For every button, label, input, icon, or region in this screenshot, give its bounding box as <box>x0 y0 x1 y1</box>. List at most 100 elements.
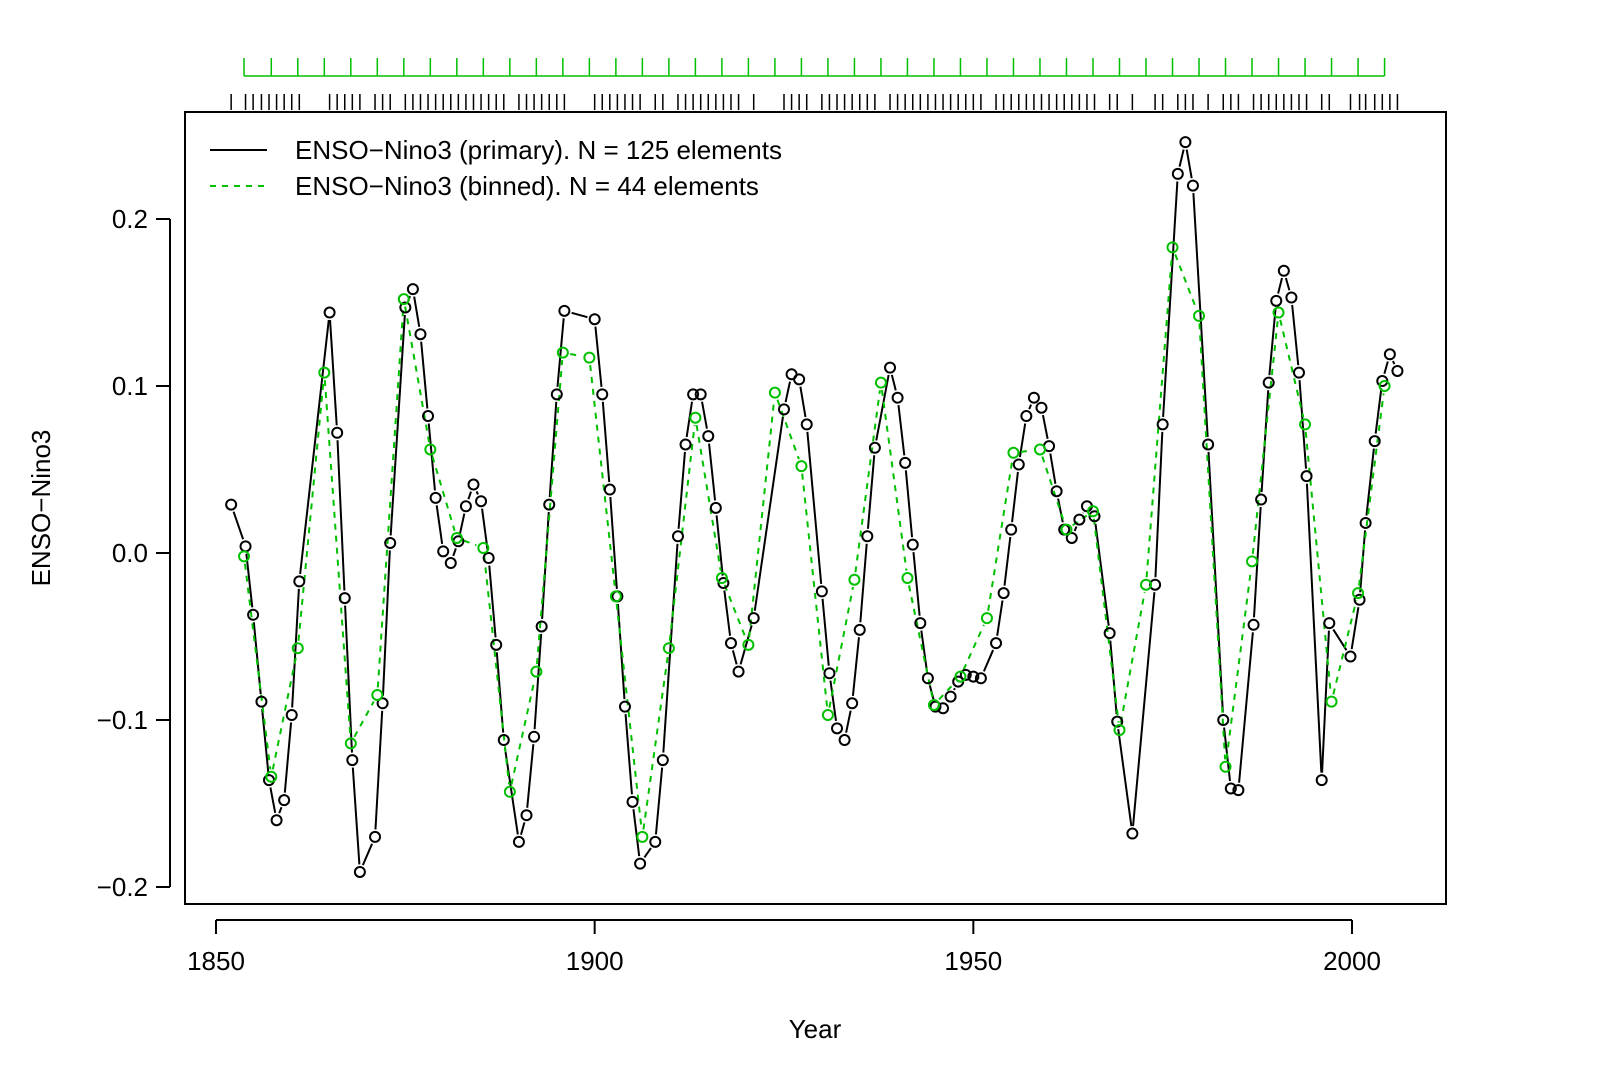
primary-point <box>717 577 730 590</box>
primary-point <box>1088 510 1101 523</box>
primary-series-segment <box>890 374 897 391</box>
primary-series-segment <box>897 405 906 456</box>
binned-point <box>1086 505 1099 518</box>
primary-series-segment <box>1305 483 1323 773</box>
primary-point <box>732 665 745 678</box>
primary-point <box>1073 513 1086 526</box>
primary-series-segment <box>413 296 421 327</box>
primary-point <box>475 495 488 508</box>
primary-point <box>1323 617 1336 630</box>
primary-series-segment <box>685 401 693 438</box>
primary-series-segment <box>1374 388 1383 434</box>
binned-point <box>238 550 251 563</box>
x-axis: 1850 1900 1950 2000 <box>187 919 1381 976</box>
binned-point <box>689 411 702 424</box>
binned-point <box>1219 760 1232 773</box>
primary-point <box>497 734 510 747</box>
primary-point <box>1035 401 1048 414</box>
primary-point <box>1224 782 1237 795</box>
legend-primary-label: ENSO−Nino3 (primary). N = 125 elements <box>295 135 782 165</box>
binned-series-segment <box>723 584 747 639</box>
primary-series-segment <box>475 490 479 495</box>
binned-series-segment <box>987 460 1014 611</box>
primary-series-segment <box>299 319 330 575</box>
binned-point <box>1166 241 1179 254</box>
primary-point <box>406 283 419 296</box>
binned-point <box>609 590 622 603</box>
primary-point <box>1359 516 1372 529</box>
binned-series-segment <box>1174 254 1198 310</box>
binned-point <box>1352 587 1365 600</box>
binned-series-segment <box>938 681 957 701</box>
binned-series-segment <box>1020 449 1033 453</box>
primary-point <box>399 301 412 314</box>
legend: ENSO−Nino3 (primary). N = 125 elements E… <box>210 135 782 201</box>
binned-point <box>503 785 516 798</box>
primary-series-segment <box>1117 728 1133 827</box>
primary-point <box>1391 364 1404 377</box>
primary-series-segment <box>1238 632 1254 783</box>
primary-series-segment <box>1365 448 1375 516</box>
primary-point <box>369 830 382 843</box>
primary-point <box>225 498 238 511</box>
primary-series-segment <box>526 744 535 808</box>
binned-series-segment <box>1092 518 1120 723</box>
primary-series-segment <box>662 543 679 753</box>
binned-series-segment <box>1251 319 1279 554</box>
primary-point <box>884 361 897 374</box>
binned-series-segment <box>880 389 908 571</box>
primary-series-segment <box>435 505 444 545</box>
primary-series-segment <box>1154 431 1164 578</box>
primary-point <box>414 328 427 341</box>
primary-point <box>285 708 298 721</box>
primary-series-segment <box>601 401 611 483</box>
primary-point <box>747 612 760 625</box>
primary-point <box>1232 784 1245 797</box>
primary-series-segment <box>982 649 994 672</box>
binned-point <box>848 573 861 586</box>
primary-point <box>1247 618 1260 631</box>
binned-point <box>318 366 331 379</box>
binned-series-segment <box>1358 393 1385 586</box>
primary-point <box>1292 366 1305 379</box>
primary-series-segment <box>731 650 738 665</box>
primary-series-segment <box>1192 193 1209 438</box>
primary-point <box>656 754 669 767</box>
primary-point <box>626 795 639 808</box>
primary-series-segment <box>1207 451 1224 713</box>
binned-point <box>1193 309 1206 322</box>
primary-point <box>346 754 359 767</box>
primary-point <box>1027 391 1040 404</box>
primary-point <box>929 700 942 713</box>
primary-point <box>558 304 571 317</box>
binned-series-segment <box>828 586 854 708</box>
x-axis-title: Year <box>789 1014 842 1044</box>
binned-series-segment <box>353 701 375 738</box>
primary-point <box>671 530 684 543</box>
binned-point <box>954 670 967 683</box>
primary-series-segment <box>866 455 876 529</box>
binned-series-segment <box>854 389 881 573</box>
primary-series-segment <box>1041 414 1049 439</box>
primary-point <box>429 491 442 504</box>
primary-point <box>899 456 912 469</box>
primary-series-segment <box>1298 380 1308 469</box>
binned-rug-ticks <box>243 58 1386 77</box>
binned-series-segment <box>1225 568 1253 760</box>
primary-series-segment <box>715 515 724 576</box>
primary-point <box>520 809 533 822</box>
primary-point <box>239 540 252 553</box>
primary-series-segment <box>996 600 1004 636</box>
primary-series-segment <box>632 809 641 857</box>
primary-point <box>1217 714 1230 726</box>
legend-binned-label: ENSO−Nino3 (binned). N = 44 elements <box>295 171 759 201</box>
primary-series-segment <box>381 550 391 696</box>
binned-point <box>1113 724 1126 737</box>
primary-point <box>1186 179 1199 192</box>
primary-point <box>846 697 859 710</box>
binned-point <box>927 698 940 711</box>
primary-series-segment <box>875 374 890 441</box>
primary-series-segment <box>467 491 472 500</box>
primary-point <box>1270 294 1283 307</box>
primary-series-segment <box>1291 304 1300 366</box>
